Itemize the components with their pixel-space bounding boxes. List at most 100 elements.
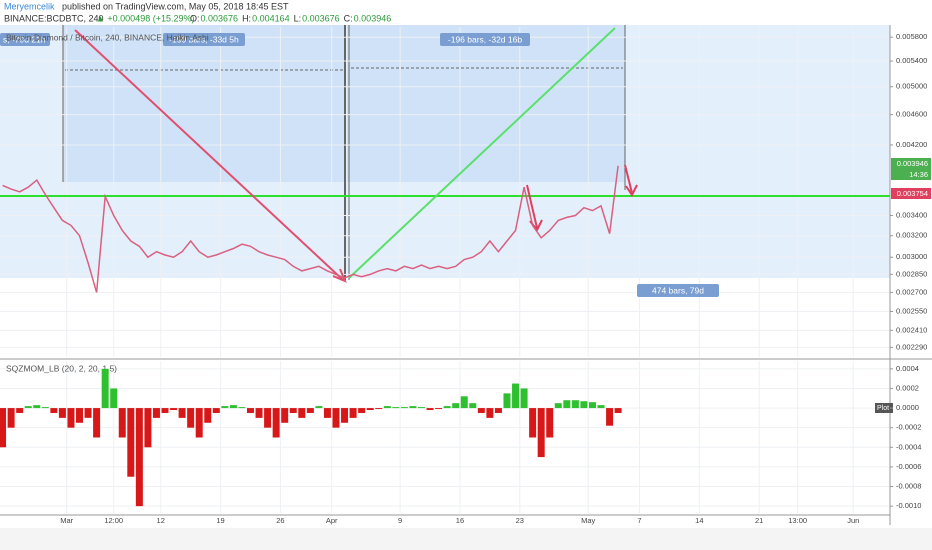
momentum-bar <box>443 406 451 409</box>
ohlc-key: C: <box>344 13 353 23</box>
price-line <box>2 165 619 293</box>
plot-area <box>0 27 890 513</box>
plot-badge-box <box>875 403 893 413</box>
momentum-bar <box>84 408 92 418</box>
momentum-bar <box>554 403 562 409</box>
y-tick-label: -0.0006 <box>896 462 921 471</box>
momentum-bar <box>272 408 280 438</box>
y-tick-label: -0.0004 <box>896 442 921 451</box>
range-label: -196 bars, -32d 16b <box>448 34 522 44</box>
momentum-bar <box>306 408 314 413</box>
arrow <box>624 164 638 197</box>
momentum-bar <box>204 408 212 423</box>
momentum-bar <box>0 408 7 448</box>
x-tick-label: May <box>581 516 595 525</box>
countdown: 14:36 <box>909 170 928 179</box>
momentum-bar <box>366 408 374 411</box>
line-price: 0.003754 <box>897 189 928 198</box>
y-tick-label: 0.005400 <box>896 56 927 65</box>
y-tick-label: 0.002700 <box>896 287 927 296</box>
x-tick-label: 12 <box>157 516 165 525</box>
author[interactable]: Meryemcelik <box>4 1 55 11</box>
momentum-bar <box>93 408 101 438</box>
momentum-bar <box>580 401 588 409</box>
momentum-bar <box>58 408 66 418</box>
momentum-bar <box>452 403 460 409</box>
momentum-bar <box>110 388 118 409</box>
momentum-bar <box>358 408 366 413</box>
y-tick-label: -0.0010 <box>896 501 921 510</box>
x-tick-label: 12:00 <box>104 516 123 525</box>
y-tick-label: 0.003200 <box>896 231 927 240</box>
ohlc-key: H: <box>242 13 251 23</box>
x-tick-label: 13:00 <box>788 516 807 525</box>
momentum-bar <box>212 408 220 413</box>
y-tick-label: 0.0000 <box>896 403 919 412</box>
change: ▲ +0.000498 (+15.29%) <box>96 13 194 23</box>
momentum-bar <box>118 408 126 438</box>
y-tick-label: 0.004600 <box>896 110 927 119</box>
momentum-bar <box>76 408 84 423</box>
momentum-bar <box>460 396 468 409</box>
price-badge <box>891 158 931 169</box>
range-box <box>63 25 345 182</box>
momentum-bar <box>246 408 254 413</box>
label-box <box>163 33 245 46</box>
momentum-bar <box>281 408 289 423</box>
momentum-bar <box>238 407 246 409</box>
range-label: -199 bars, -33d 5h <box>169 34 239 44</box>
momentum-bar <box>16 408 24 413</box>
x-tick-label: 16 <box>456 516 464 525</box>
label-box <box>637 284 719 297</box>
momentum-bar <box>571 400 579 409</box>
footer <box>0 528 932 550</box>
panel-title: Bitcoin Diamond / Bitcoin, 240, BINANCE,… <box>6 32 209 42</box>
momentum-bar <box>563 400 571 409</box>
x-tick-label: 9 <box>398 516 402 525</box>
x-tick-label: 21 <box>755 516 763 525</box>
momentum-bar <box>512 383 520 409</box>
momentum-bar <box>417 407 425 409</box>
symbol: BINANCE:BCDBTC, 240 <box>4 13 104 23</box>
momentum-bar <box>503 393 511 409</box>
ohlc-key: O: <box>190 13 200 23</box>
momentum-bar <box>33 405 41 409</box>
arrow-head <box>332 268 347 283</box>
momentum-bar <box>494 408 502 413</box>
momentum-bar <box>67 408 75 428</box>
price-badge <box>891 169 931 180</box>
momentum-bar <box>392 407 400 409</box>
momentum-bar <box>178 408 186 418</box>
momentum-bar <box>195 408 203 438</box>
published: published on TradingView.com, May 05, 20… <box>62 1 289 11</box>
x-tick-label: 14 <box>695 516 703 525</box>
momentum-bar <box>469 403 477 409</box>
y-tick-label: -0.0008 <box>896 482 921 491</box>
momentum-bar <box>409 406 417 409</box>
ohlc-value: 0.003676 <box>201 13 239 23</box>
y-tick-label: 0.003400 <box>896 210 927 219</box>
momentum-bar <box>383 406 391 409</box>
momentum-bar <box>435 408 443 410</box>
plot-badge: Plot <box>877 405 889 412</box>
x-tick-label: 23 <box>516 516 524 525</box>
momentum-bar <box>606 408 614 426</box>
momentum-bar <box>520 388 528 409</box>
x-tick-label: Jun <box>847 516 859 525</box>
panel-title: SQZMOM_LB (20, 2, 20, 1.5) <box>6 363 117 373</box>
momentum-bar <box>375 408 383 410</box>
momentum-bar <box>221 406 229 409</box>
momentum-bar <box>24 406 32 409</box>
y-tick-label: 0.004200 <box>896 140 927 149</box>
momentum-bar <box>161 408 169 413</box>
momentum-bar <box>426 408 434 411</box>
y-tick-label: 0.0002 <box>896 383 919 392</box>
momentum-bar <box>135 408 143 507</box>
momentum-bar <box>7 408 15 428</box>
y-tick-label: 0.002410 <box>896 325 927 334</box>
momentum-bar <box>477 408 485 413</box>
x-tick-label: 26 <box>276 516 284 525</box>
momentum-bar <box>614 408 622 413</box>
momentum-bar <box>170 408 178 411</box>
